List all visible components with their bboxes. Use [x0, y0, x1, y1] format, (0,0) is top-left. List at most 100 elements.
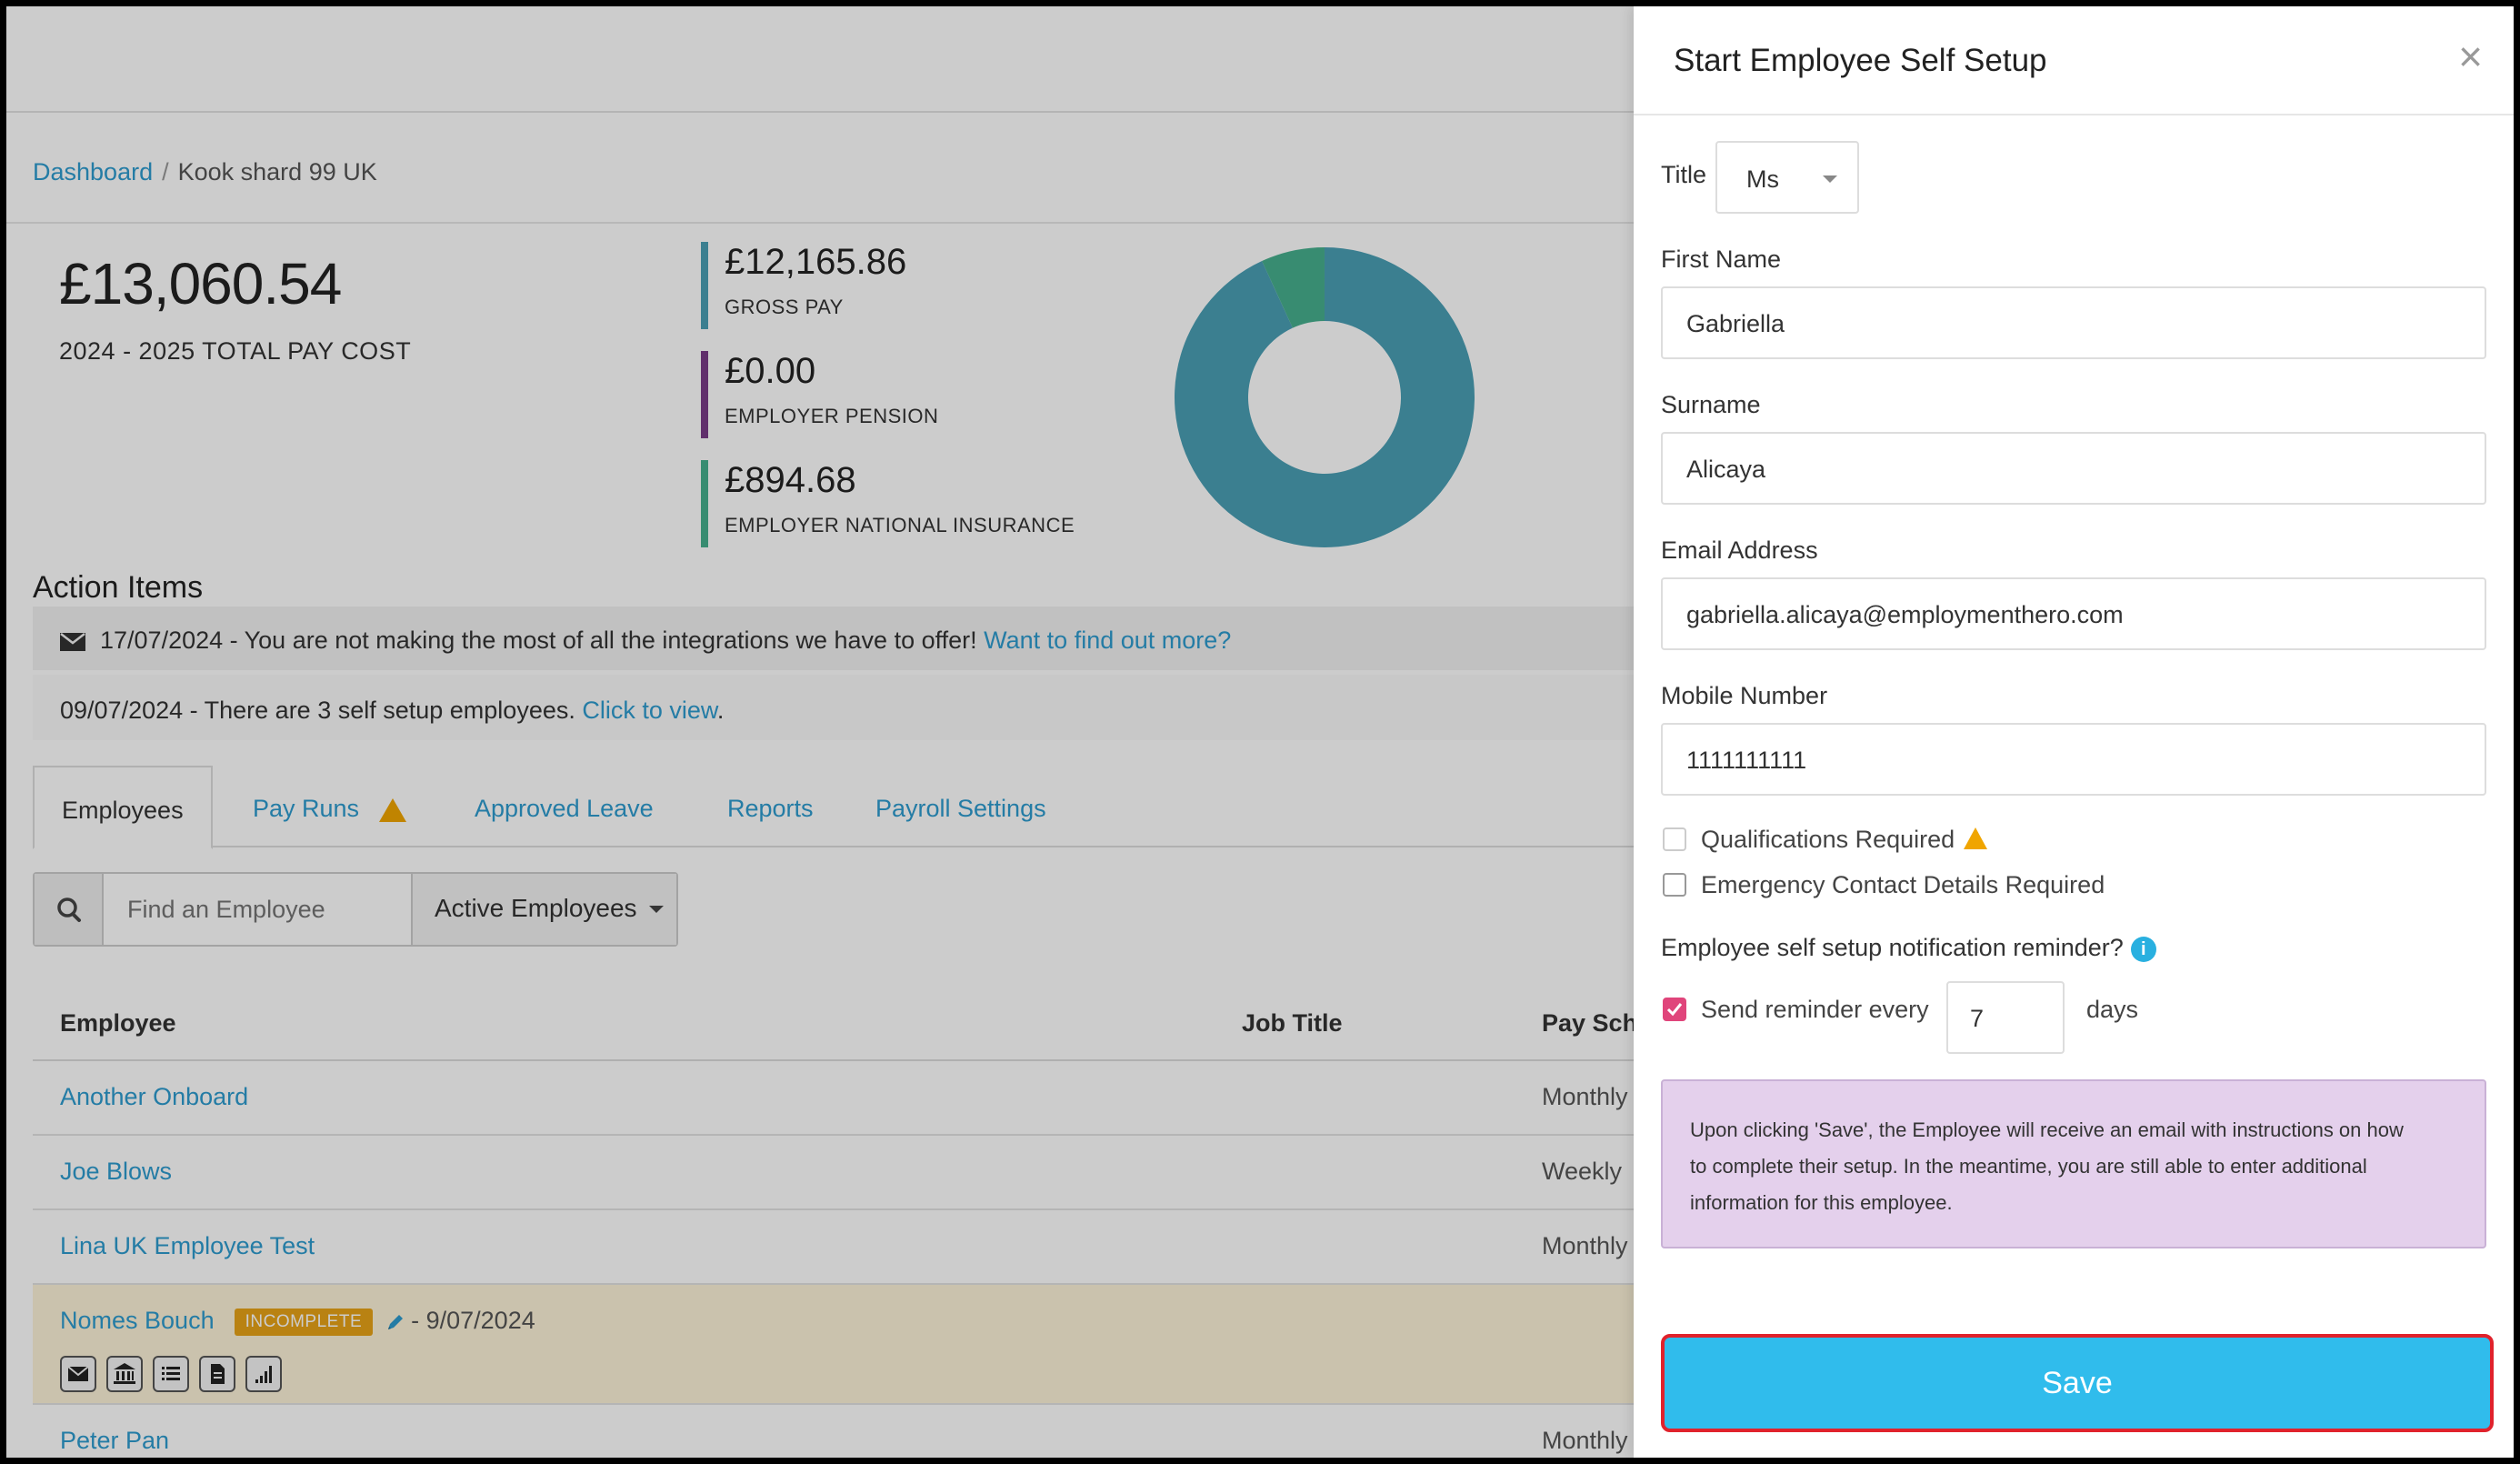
first-name-label: First Name — [1661, 246, 1782, 273]
pay-schedule: Monthly — [1542, 1232, 1628, 1259]
employer-ni-label: EMPLOYER NATIONAL INSURANCE — [725, 514, 1075, 536]
breadcrumb-separator: / — [162, 158, 169, 186]
warning-icon — [379, 797, 407, 822]
column-header-employee[interactable]: Employee — [60, 1009, 176, 1037]
employer-pension-amount: £0.00 — [725, 351, 816, 391]
table-row: Another Onboard Monthly — [33, 1061, 1634, 1136]
pay-schedule: Weekly — [1542, 1158, 1623, 1185]
action-item-self-setup-suffix: . — [716, 697, 725, 724]
employee-incomplete-entry: Nomes Bouch INCOMPLETE - 9/07/2024 — [60, 1307, 535, 1336]
table-row: Joe Blows Weekly — [33, 1136, 1634, 1210]
search-input[interactable] — [105, 874, 411, 945]
top-bar — [6, 6, 1634, 113]
info-icon[interactable]: i — [2130, 936, 2156, 962]
reminder-heading: Employee self setup notification reminde… — [1661, 934, 2156, 962]
incomplete-date: - 9/07/2024 — [411, 1307, 535, 1334]
envelope-icon[interactable] — [60, 1356, 96, 1392]
employee-status-filter-label: Active Employees — [435, 894, 637, 922]
warning-icon — [1964, 827, 1988, 849]
total-pay-cost-label: 2024 - 2025 TOTAL PAY COST — [59, 337, 412, 365]
employer-pension-stat: £0.00 EMPLOYER PENSION — [701, 351, 938, 438]
search-button[interactable] — [35, 874, 104, 945]
chevron-down-icon — [649, 906, 665, 913]
mobile-label: Mobile Number — [1661, 682, 1828, 709]
save-button[interactable]: Save — [1661, 1334, 2494, 1432]
surname-label: Surname — [1661, 391, 1761, 418]
title-select-value: Ms — [1746, 165, 1779, 193]
employee-name-link[interactable]: Peter Pan — [60, 1427, 170, 1454]
email-label: Email Address — [1661, 536, 1818, 564]
click-to-view-link[interactable]: Click to view — [582, 697, 717, 724]
bank-icon[interactable] — [106, 1356, 143, 1392]
tab-pay-runs[interactable]: Pay Runs — [253, 766, 407, 847]
close-icon[interactable]: × — [2458, 33, 2483, 80]
pencil-icon[interactable] — [385, 1312, 405, 1332]
employer-pension-label: EMPLOYER PENSION — [725, 405, 939, 427]
employer-ni-stat: £894.68 EMPLOYER NATIONAL INSURANCE — [701, 460, 1075, 547]
title-select[interactable]: Ms — [1715, 141, 1859, 214]
signal-bars-icon[interactable] — [245, 1356, 282, 1392]
column-header-job-title[interactable]: Job Title — [1242, 1009, 1343, 1037]
tab-approved-leave[interactable]: Approved Leave — [475, 795, 654, 822]
screen: Dashboard / Kook shard 99 UK £13,060.54 20… — [6, 6, 2514, 1458]
breadcrumb-current: Kook shard 99 UK — [177, 158, 377, 186]
title-label: Title — [1661, 161, 1707, 188]
action-items-title: Action Items — [33, 570, 204, 605]
reminder-days-unit: days — [2086, 996, 2139, 1023]
pay-schedule: Monthly — [1542, 1083, 1628, 1110]
gross-pay-label: GROSS PAY — [725, 296, 844, 318]
send-reminder-checkbox[interactable] — [1663, 998, 1686, 1021]
incomplete-badge: INCOMPLETE — [234, 1308, 374, 1336]
dashboard-page: Dashboard / Kook shard 99 UK £13,060.54 20… — [6, 6, 1634, 1458]
breadcrumb-dashboard-link[interactable]: Dashboard — [33, 158, 154, 186]
qualifications-label: Qualifications Required — [1701, 826, 1988, 854]
tab-payroll-settings[interactable]: Payroll Settings — [875, 795, 1046, 822]
panel-header: Start Employee Self Setup × — [1634, 6, 2514, 115]
action-item-integrations: 17/07/2024 - You are not making the most… — [33, 607, 1634, 670]
employer-ni-amount: £894.68 — [725, 460, 856, 500]
save-info-note-line: Upon clicking 'Save', the Employee will … — [1690, 1118, 2404, 1141]
surname-field[interactable]: Alicaya — [1661, 432, 2486, 505]
employee-status-filter[interactable]: Active Employees — [411, 874, 676, 945]
employee-table-header: Employee Job Title Pay Sche — [33, 993, 1634, 1061]
qualifications-checkbox[interactable] — [1663, 827, 1686, 851]
find-out-more-link[interactable]: Want to find out more? — [984, 627, 1232, 654]
emergency-contact-checkbox[interactable] — [1663, 873, 1686, 897]
action-item-self-setup-text: 09/07/2024 - There are 3 self setup empl… — [60, 697, 575, 724]
tab-reports[interactable]: Reports — [727, 795, 814, 822]
employee-name-link[interactable]: Lina UK Employee Test — [60, 1232, 315, 1259]
first-name-field[interactable]: Gabriella — [1661, 286, 2486, 359]
reminder-heading-text: Employee self setup notification reminde… — [1661, 934, 2124, 961]
breadcrumb: Dashboard / Kook shard 99 UK — [6, 113, 1634, 224]
tab-employees[interactable]: Employees — [33, 766, 213, 849]
panel-title: Start Employee Self Setup — [1674, 43, 2047, 78]
column-header-pay-schedule[interactable]: Pay Sche — [1542, 1009, 1634, 1037]
list-icon[interactable] — [153, 1356, 189, 1392]
employee-self-setup-panel: Start Employee Self Setup × Title Ms Fir… — [1634, 6, 2514, 1458]
reminder-days-input[interactable]: 7 — [1946, 981, 2065, 1054]
employee-name-link[interactable]: Another Onboard — [60, 1083, 249, 1110]
table-row: Lina UK Employee Test Monthly — [33, 1210, 1634, 1285]
employee-tabs: Employees Pay Runs Approved Leave Report… — [33, 766, 1634, 849]
search-icon — [57, 897, 81, 922]
action-item-self-setup: 09/07/2024 - There are 3 self setup empl… — [33, 675, 1634, 740]
email-field[interactable]: gabriella.alicaya@employmenthero.com — [1661, 577, 2486, 650]
tab-pay-runs-label: Pay Runs — [253, 795, 360, 822]
table-row: Nomes Bouch INCOMPLETE - 9/07/2024 — [33, 1285, 1634, 1405]
total-pay-cost: £13,060.54 2024 - 2025 TOTAL PAY COST — [59, 250, 411, 366]
table-row: Peter Pan Monthly — [33, 1405, 1634, 1458]
employee-name-link[interactable]: Joe Blows — [60, 1158, 173, 1185]
envelope-icon — [60, 632, 85, 651]
gross-pay-amount: £12,165.86 — [725, 242, 907, 282]
pay-schedule: Monthly — [1542, 1427, 1628, 1454]
modal-backdrop[interactable] — [6, 6, 1634, 1458]
pay-cost-donut-chart — [1175, 247, 1475, 548]
document-icon[interactable] — [199, 1356, 235, 1392]
employee-name-link[interactable]: Nomes Bouch — [60, 1307, 215, 1334]
save-info-note-line: to complete their setup. In the meantime… — [1690, 1155, 2367, 1178]
emergency-contact-label: Emergency Contact Details Required — [1701, 871, 2105, 898]
save-info-note: Upon clicking 'Save', the Employee will … — [1661, 1079, 2486, 1248]
action-item-integrations-text: 17/07/2024 - You are not making the most… — [100, 627, 977, 654]
gross-pay-stat: £12,165.86 GROSS PAY — [701, 242, 906, 329]
mobile-field[interactable]: 1111111111 — [1661, 723, 2486, 796]
